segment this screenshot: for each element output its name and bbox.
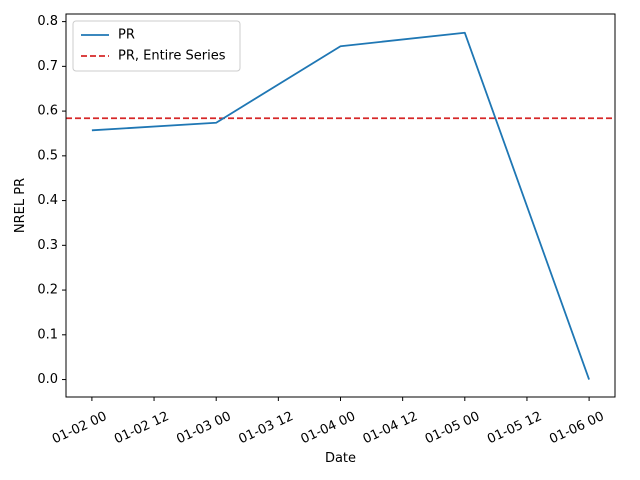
legend-label: PR [118,28,135,43]
series-layer [66,31,615,380]
x-tick-label: 01-05 00 [423,409,482,447]
x-axis-label: Date [325,451,356,466]
legend-label: PR, Entire Series [118,49,226,64]
y-axis-label: NREL PR [13,178,28,233]
y-tick-label: 0.3 [37,238,58,253]
x-tick-label: 01-02 00 [50,409,109,447]
x-tick-label: 01-06 00 [547,409,606,447]
x-tick-label: 01-04 00 [299,409,358,447]
series-line-pr [91,31,590,380]
x-tick-label: 01-02 12 [112,409,171,447]
y-tick-label: 0.5 [37,148,58,163]
x-tick-label: 01-03 00 [174,409,233,447]
y-tick-label: 0.1 [37,327,58,342]
x-tick-label: 01-03 12 [236,409,295,447]
y-tick-label: 0.0 [37,372,58,387]
x-tick-label: 01-04 12 [361,409,420,447]
y-axis: 0.0 0.1 0.2 0.3 0.4 0.5 0.6 0.7 0.8 [37,14,66,387]
y-tick-label: 0.6 [37,104,58,119]
y-tick-label: 0.7 [37,59,58,74]
y-tick-label: 0.4 [37,193,58,208]
x-tick-label: 01-05 12 [485,409,544,447]
y-tick-label: 0.8 [37,14,58,29]
y-tick-label: 0.2 [37,283,58,298]
x-axis: 01-02 00 01-02 12 01-03 00 01-03 12 01-04 00… [50,397,607,447]
legend-box [72,20,241,72]
legend: PR PR, Entire Series [72,20,241,72]
